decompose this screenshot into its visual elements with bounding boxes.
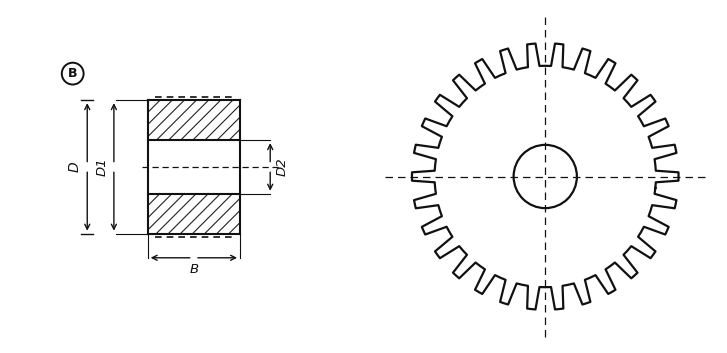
Text: B: B <box>68 67 78 80</box>
Text: D2: D2 <box>276 157 289 176</box>
Text: D: D <box>68 162 82 172</box>
Text: D1: D1 <box>95 157 108 176</box>
Text: B: B <box>189 263 198 276</box>
